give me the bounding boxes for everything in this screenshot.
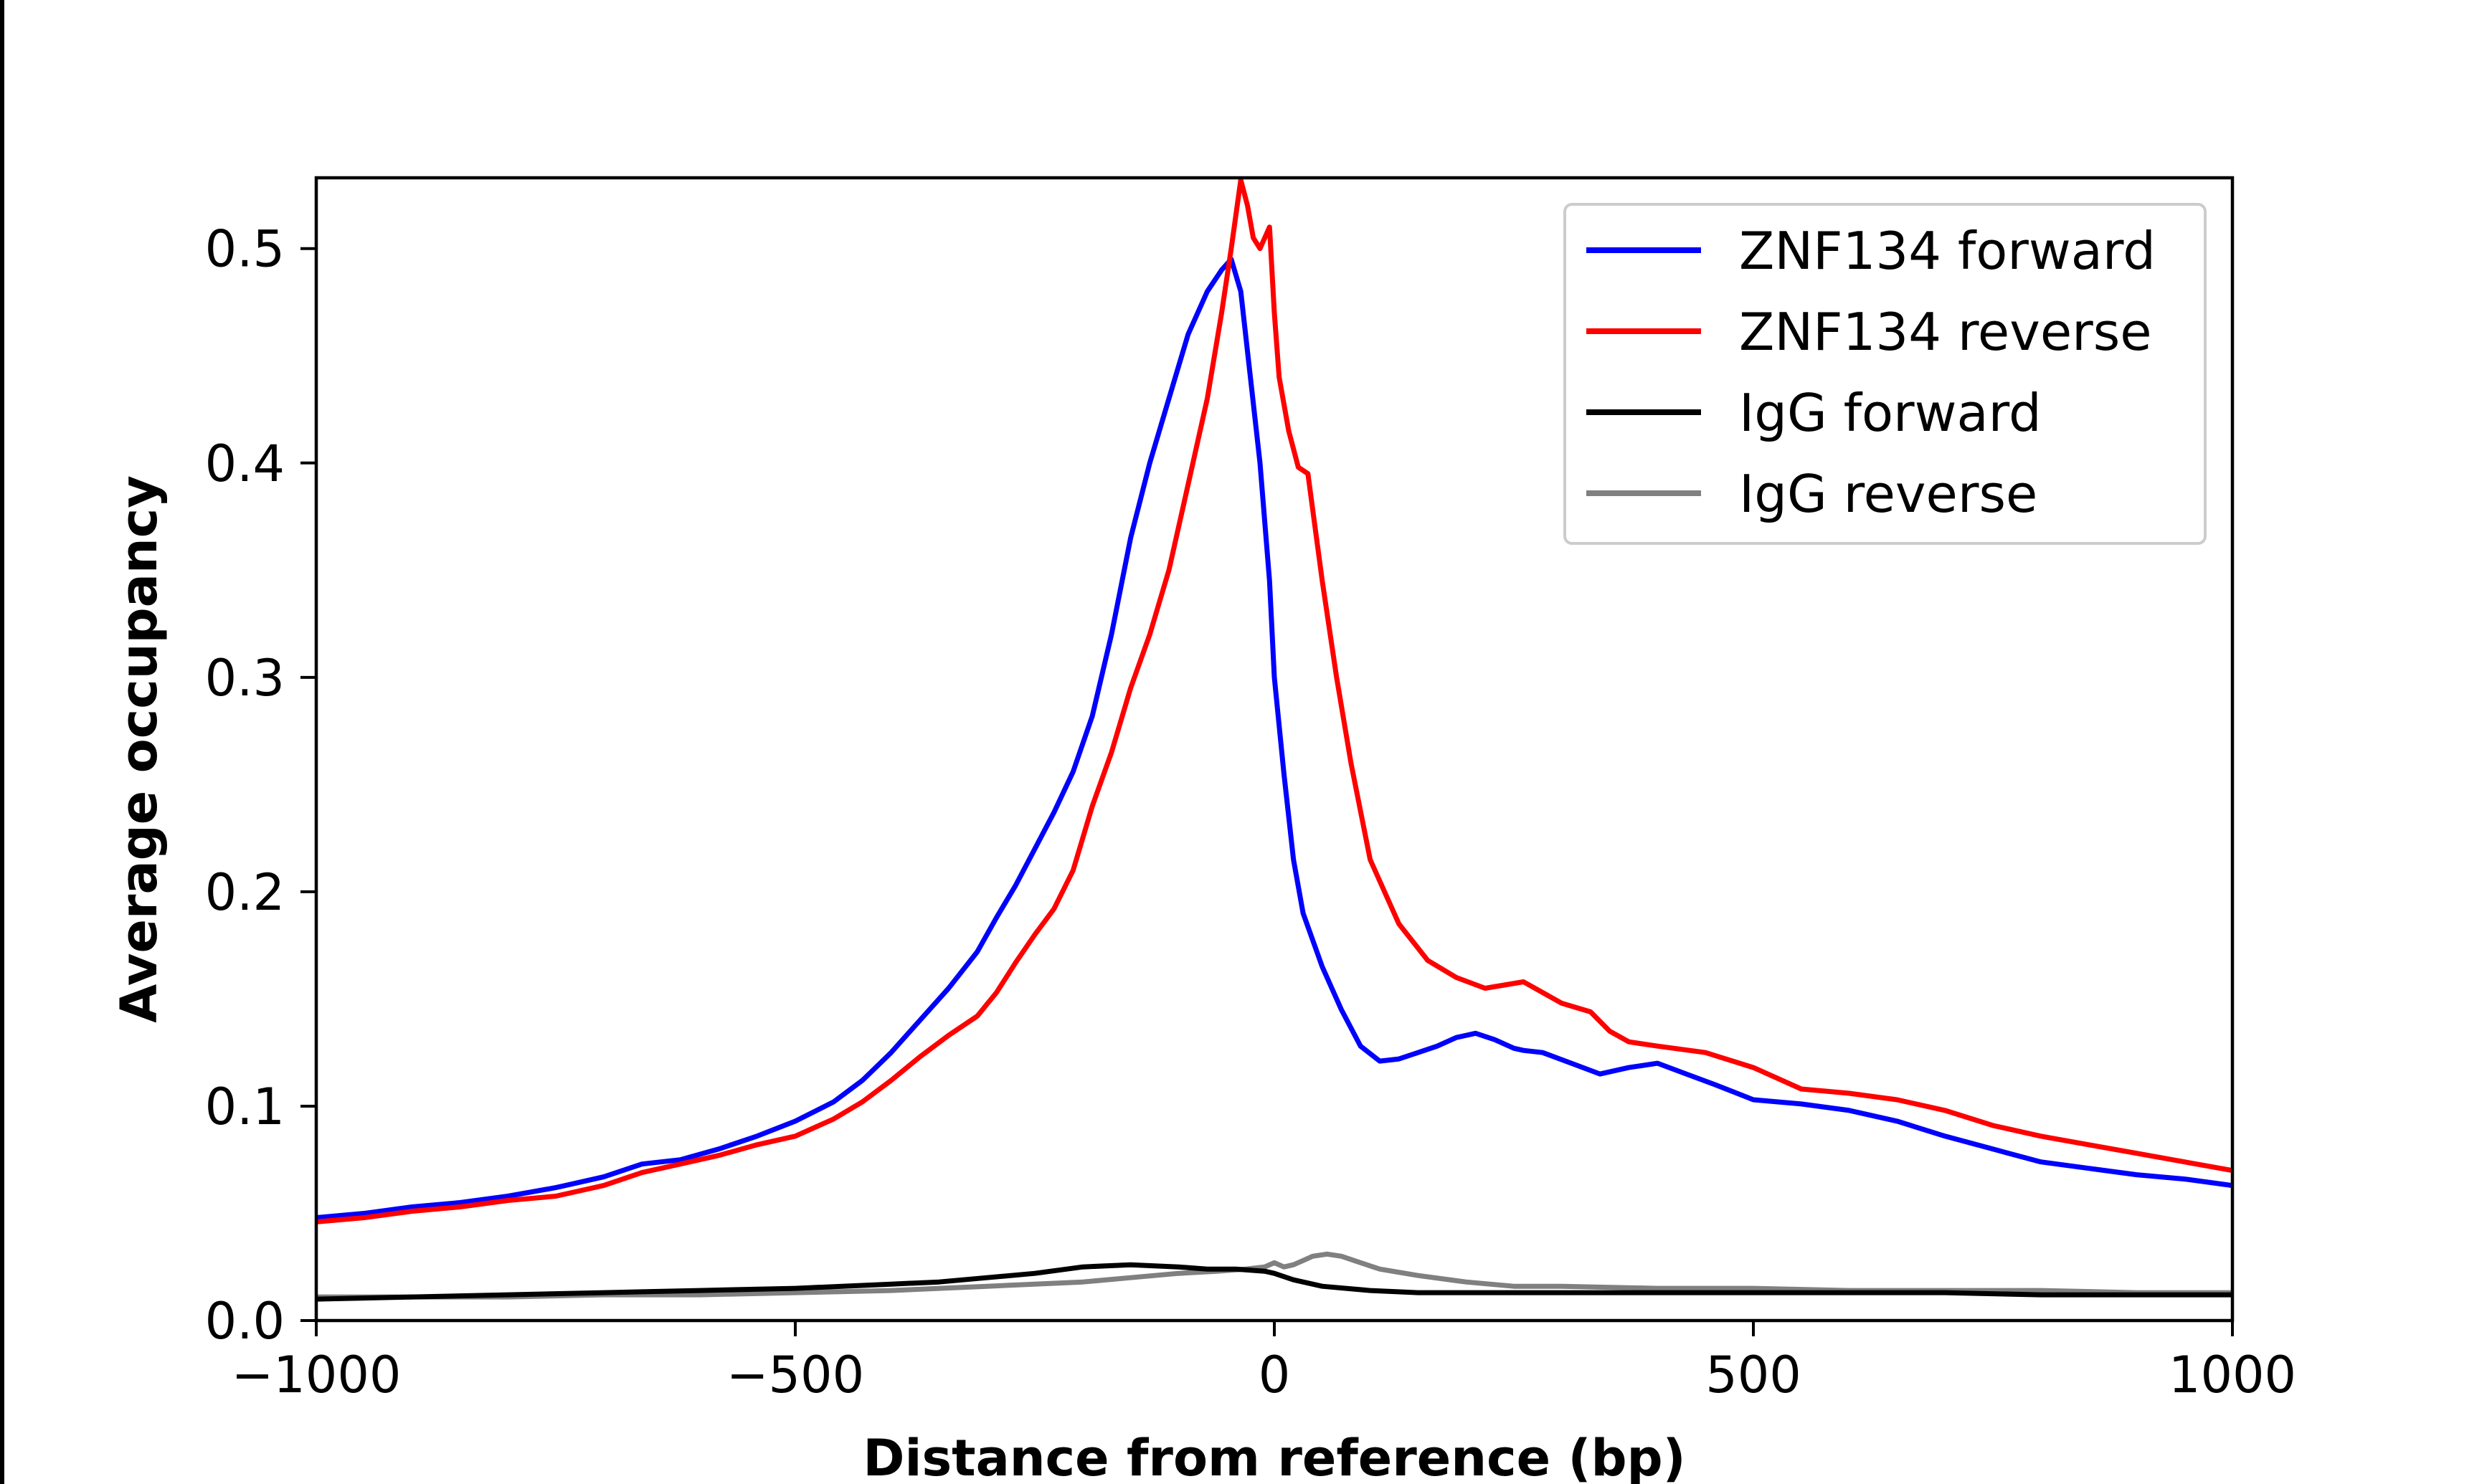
y-tick-label: 0.3 (205, 649, 285, 708)
legend-label-igg-reverse: IgG reverse (1739, 464, 2037, 524)
x-tick-label: 500 (1705, 1346, 1801, 1404)
legend-label-igg-forward: IgG forward (1739, 383, 2042, 443)
legend-label-znf134-reverse: ZNF134 reverse (1739, 302, 2152, 362)
y-tick-label: 0.0 (205, 1292, 285, 1351)
y-axis-title: Average occupancy (110, 475, 169, 1023)
series-line-znf134-reverse (316, 178, 2232, 1224)
series-line-igg-forward (316, 1262, 2232, 1302)
x-axis: −1000 −500 0 500 1000 (232, 1321, 2296, 1404)
y-tick-label: 0.2 (205, 863, 285, 922)
legend-label-znf134-forward: ZNF134 forward (1739, 221, 2156, 281)
x-tick-label: −1000 (232, 1346, 402, 1404)
series-line-igg-reverse (316, 1251, 2232, 1300)
x-tick-label: 1000 (2169, 1346, 2296, 1404)
x-tick-label: −500 (726, 1346, 864, 1404)
series-layer (316, 178, 2232, 1302)
y-axis: 0.0 0.1 0.2 0.3 0.4 0.5 (205, 220, 316, 1351)
x-axis-title: Distance from reference (bp) (863, 1429, 1685, 1484)
y-tick-label: 0.4 (205, 434, 285, 493)
y-tick-label: 0.5 (205, 220, 285, 279)
left-edge-border (0, 0, 4, 1484)
series-line-znf134-forward (316, 257, 2232, 1220)
legend-box (1563, 203, 2207, 545)
y-tick-label: 0.1 (205, 1078, 285, 1136)
x-tick-label: 0 (1259, 1346, 1291, 1404)
legend: ZNF134 forward ZNF134 reverse IgG forward I… (1563, 203, 2207, 545)
